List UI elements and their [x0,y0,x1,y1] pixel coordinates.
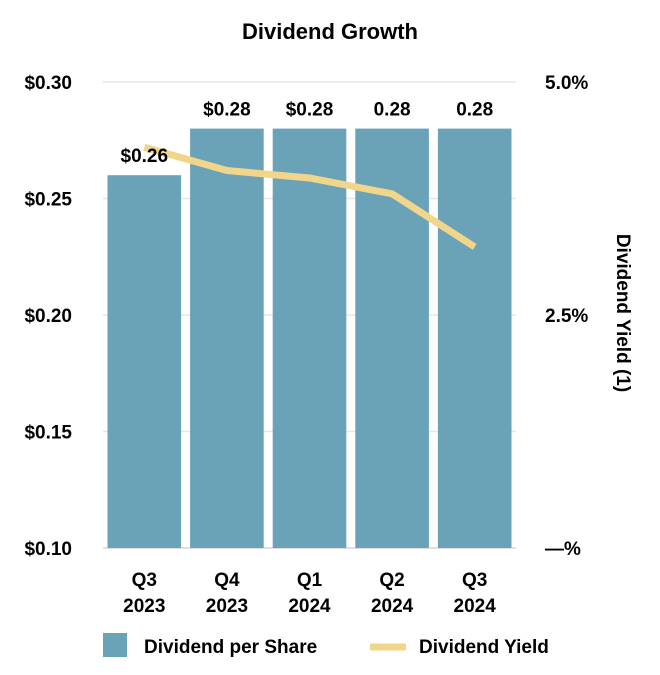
bar-data-label: $0.28 [203,100,251,121]
x-tick-label-quarter: Q3 [132,570,157,591]
dividend-bar [190,129,264,548]
x-tick-label-quarter: Q1 [297,570,323,591]
left-tick-label: $0.25 [24,190,72,211]
dividend-bar [108,175,182,548]
x-tick-label-year: 2024 [288,596,331,617]
bar-data-label: $0.28 [286,100,334,121]
dividend-bar [273,129,347,548]
right-axis: —% 2.5% 5.0% [545,73,588,560]
bar-data-label: 0.28 [456,100,493,121]
right-axis-title: Dividend Yield (1) [612,234,633,392]
bar-data-label: $0.26 [121,146,169,167]
right-tick-label: —% [545,539,581,560]
legend-swatch-dividend-per-share [103,633,127,657]
left-tick-label: $0.20 [24,306,72,327]
x-tick-label-year: 2023 [123,596,165,617]
left-axis: $0.10 $0.15 $0.20 $0.25 $0.30 [24,73,72,560]
dividend-bar [438,129,512,548]
left-tick-label: $0.30 [24,73,72,94]
right-tick-label: 2.5% [545,306,588,327]
legend: Dividend per Share Dividend Yield [103,633,549,658]
bars-layer [108,129,512,548]
x-tick-label-quarter: Q3 [462,570,487,591]
x-tick-label-year: 2024 [454,596,497,617]
right-tick-label: 5.0% [545,73,588,94]
left-tick-label: $0.15 [24,423,72,444]
legend-label-dividend-yield: Dividend Yield [419,637,549,658]
legend-label-dividend-per-share: Dividend per Share [144,637,317,658]
x-tick-label-year: 2023 [206,596,248,617]
x-tick-label-quarter: Q2 [379,570,404,591]
chart-title: Dividend Growth [242,19,418,44]
x-axis: Q3 2023 Q4 2023 Q1 2024 Q2 2024 Q3 2024 [123,570,496,617]
left-tick-label: $0.10 [24,539,72,560]
bar-data-label: 0.28 [374,100,411,121]
x-tick-label-year: 2024 [371,596,414,617]
x-tick-label-quarter: Q4 [214,570,240,591]
